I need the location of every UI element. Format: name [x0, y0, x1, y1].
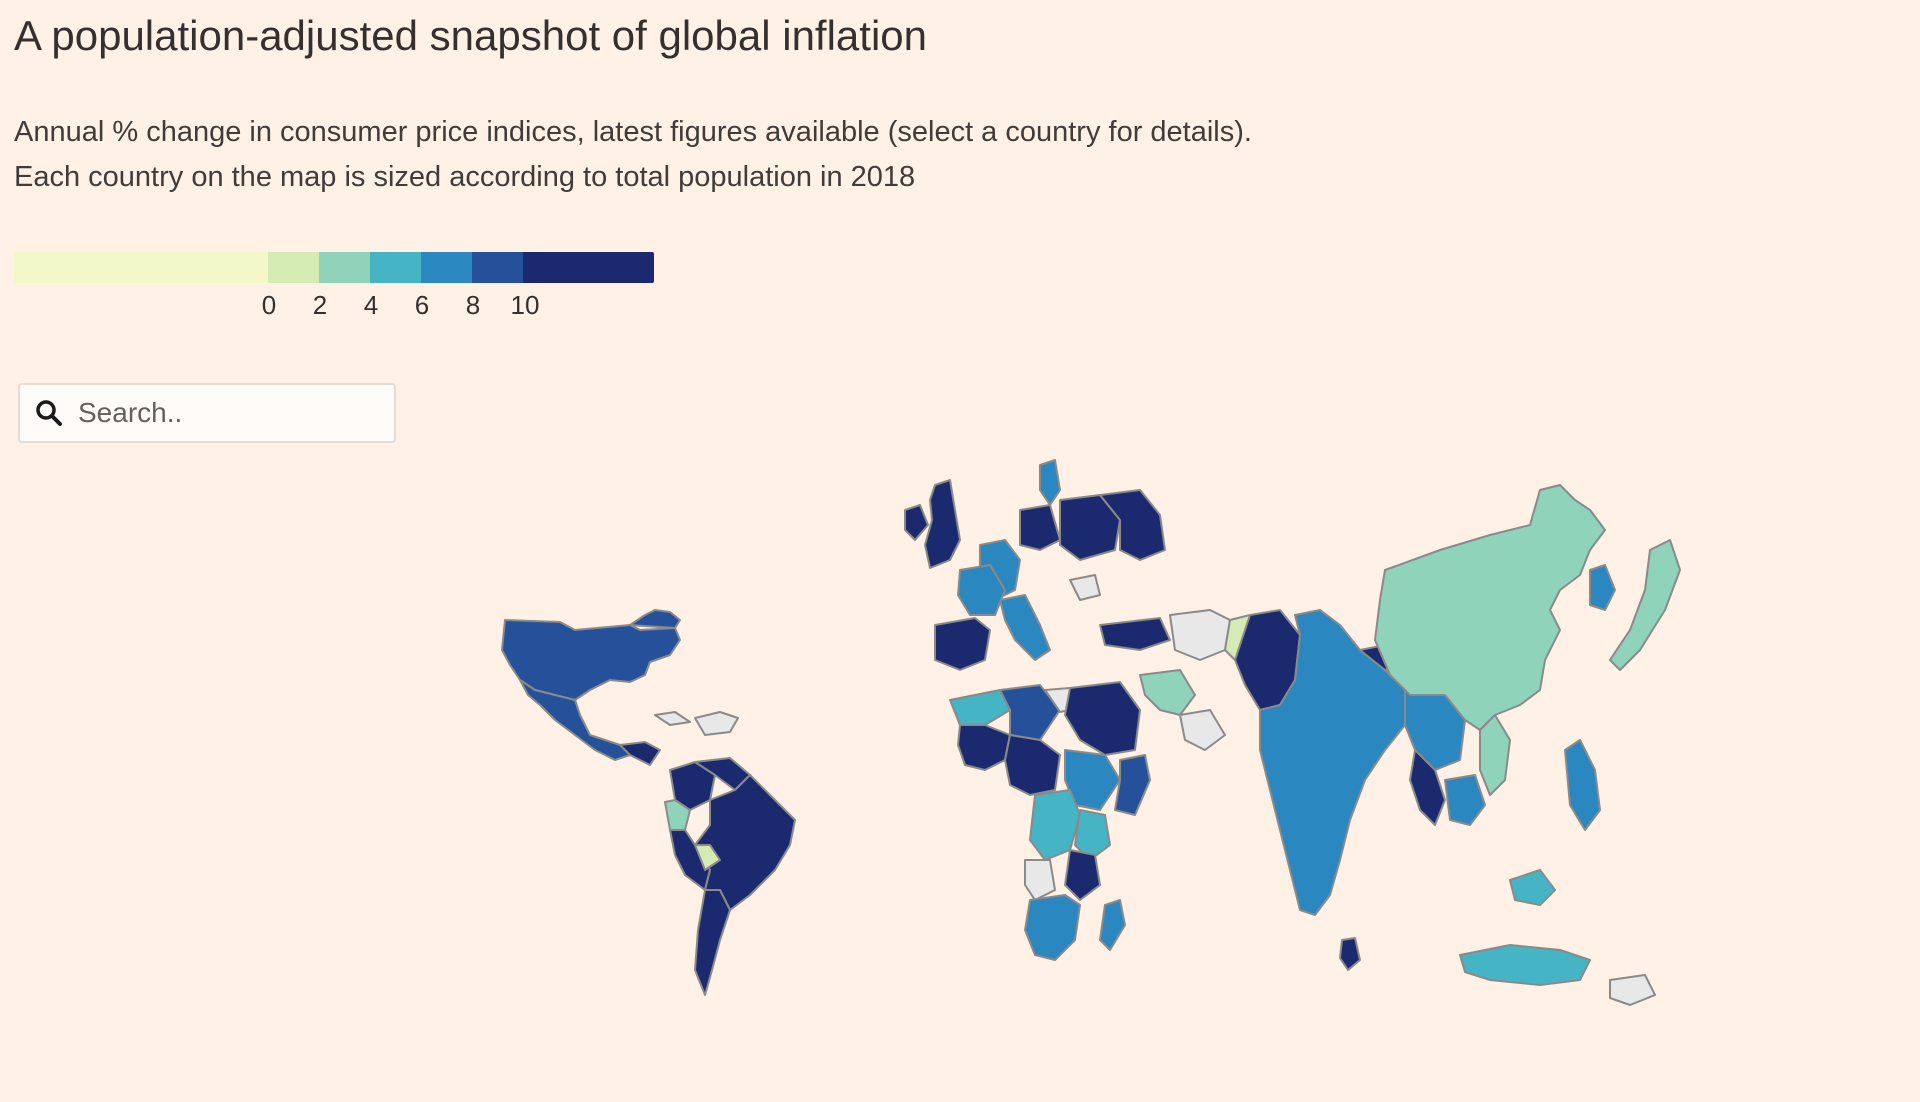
country-myanmar[interactable]: [1409, 749, 1446, 826]
legend-segment-4-6: [370, 252, 421, 283]
country-argentina[interactable]: [694, 889, 731, 996]
country-malaysia[interactable]: [1509, 869, 1556, 906]
country-cuba[interactable]: [654, 711, 691, 726]
country-philippines[interactable]: [1564, 739, 1601, 831]
country-russia[interactable]: [1099, 489, 1166, 561]
country-haiti[interactable]: [694, 711, 739, 736]
country-france[interactable]: [934, 617, 991, 671]
legend-segment-6-8: [421, 252, 472, 283]
country-guatemala[interactable]: [619, 741, 661, 766]
country-madagascar[interactable]: [1099, 899, 1126, 951]
country-somalia[interactable]: [1114, 754, 1151, 816]
country-italy[interactable]: [999, 594, 1051, 661]
country-sudan[interactable]: [1064, 681, 1141, 756]
subtitle-line-1: Annual % change in consumer price indice…: [14, 116, 1252, 148]
country-morocco[interactable]: [949, 689, 1011, 726]
country-nigeria[interactable]: [1004, 734, 1061, 796]
legend-tick: 0: [261, 290, 277, 320]
legend-segment-0-2: [268, 252, 319, 283]
country-indonesia[interactable]: [1459, 944, 1591, 986]
country-china[interactable]: [1374, 484, 1606, 731]
page-title: A population-adjusted snapshot of global…: [14, 12, 928, 59]
legend-tick: 10: [510, 290, 540, 320]
country-egypt[interactable]: [1139, 669, 1196, 716]
country-mali[interactable]: [957, 724, 1011, 771]
legend-tick: 8: [465, 290, 481, 320]
country-south-africa[interactable]: [1024, 894, 1081, 961]
country-papua-new-guinea[interactable]: [1609, 974, 1656, 1006]
legend-tick: 4: [363, 290, 379, 320]
country-japan[interactable]: [1609, 539, 1681, 671]
legend-segment-2-4: [319, 252, 370, 283]
country-saudi-arabia[interactable]: [1179, 709, 1226, 751]
country-iran[interactable]: [1169, 609, 1231, 661]
country-ethiopia[interactable]: [1064, 749, 1121, 811]
color-legend: 0 2 4 6 8 10: [14, 252, 654, 324]
country-tanzania[interactable]: [1064, 849, 1101, 901]
country-korea[interactable]: [1589, 564, 1616, 611]
country-united-kingdom[interactable]: [924, 479, 961, 569]
legend-tick: 6: [414, 290, 430, 320]
country-ireland[interactable]: [904, 504, 929, 541]
legend-segment-below-0: [14, 252, 268, 283]
country-romania[interactable]: [1069, 574, 1101, 601]
legend-tick: 2: [312, 290, 328, 320]
legend-segment-above-10: [523, 252, 654, 283]
legend-color-bar: [14, 252, 654, 283]
country-ecuador[interactable]: [664, 799, 691, 831]
search-icon: [36, 400, 62, 426]
country-bolivia[interactable]: [694, 844, 721, 871]
country-sweden[interactable]: [1039, 459, 1061, 506]
legend-segment-8-10: [472, 252, 523, 283]
subtitle-line-2: Each country on the map is sized accordi…: [14, 161, 916, 193]
search-input[interactable]: [76, 396, 380, 430]
legend-ticks: 0 2 4 6 8 10: [14, 290, 654, 320]
subtitle: Annual % change in consumer price indice…: [14, 110, 1252, 200]
country-sri-lanka[interactable]: [1339, 937, 1361, 971]
country-poland[interactable]: [1019, 504, 1061, 551]
country-thailand[interactable]: [1444, 774, 1486, 826]
country-vietnam[interactable]: [1479, 714, 1511, 796]
search-box[interactable]: [18, 383, 396, 443]
world-map: [501, 459, 1681, 1006]
country-kenya[interactable]: [1074, 809, 1111, 861]
country-turkey[interactable]: [1099, 617, 1171, 651]
country-spain[interactable]: [957, 564, 1006, 616]
country-canada[interactable]: [629, 609, 681, 629]
country-angola[interactable]: [1024, 859, 1056, 901]
